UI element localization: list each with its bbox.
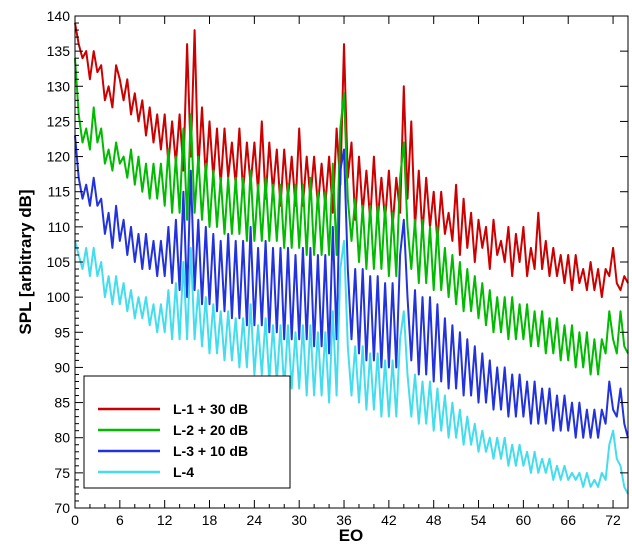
y-tick-label: 90 <box>54 359 70 375</box>
x-tick-label: 30 <box>291 512 307 528</box>
legend-label: L-4 <box>173 464 194 480</box>
legend-label: L-1 + 30 dB <box>173 401 248 417</box>
legend-box <box>83 375 291 489</box>
x-tick-label: 24 <box>247 512 263 528</box>
y-tick-label: 135 <box>47 43 71 59</box>
y-tick-label: 105 <box>47 254 71 270</box>
series-line-3 <box>74 135 629 439</box>
x-tick-label: 66 <box>560 512 576 528</box>
y-tick-label: 85 <box>54 395 70 411</box>
y-tick-label: 120 <box>47 149 71 165</box>
series-line-1 <box>74 22 629 299</box>
y-tick-label: 125 <box>47 113 71 129</box>
y-tick-label: 110 <box>48 219 71 235</box>
y-axis-title: SPL [arbitrary dB] <box>16 189 35 334</box>
y-tick-label: 100 <box>47 289 71 305</box>
x-tick-label: 6 <box>116 512 124 528</box>
x-tick-label: 36 <box>336 512 352 528</box>
series-line-4 <box>74 239 629 495</box>
x-tick-label: 72 <box>605 512 621 528</box>
y-tick-label: 115 <box>48 184 71 200</box>
y-tick-label: 95 <box>54 324 70 340</box>
x-axis-title: EO <box>339 526 364 545</box>
x-tick-label: 48 <box>426 512 442 528</box>
x-tick-label: 18 <box>202 512 218 528</box>
y-tick-label: 75 <box>54 465 70 481</box>
legend-label: L-2 + 20 dB <box>173 422 248 438</box>
x-tick-label: 60 <box>516 512 532 528</box>
legend: L-1 + 30 dB L-2 + 20 dB L-3 + 10 dB L-4 <box>83 375 291 489</box>
y-tick-label: 80 <box>54 430 70 446</box>
y-tick-label: 140 <box>47 8 71 24</box>
x-tick-label: 0 <box>71 512 79 528</box>
legend-label: L-3 + 10 dB <box>173 443 248 459</box>
y-tick-label: 130 <box>47 78 71 94</box>
axes-layer: 0 6 12 18 24 30 36 42 48 54 60 66 72 70 75 80 85 90 95 100 1… <box>47 8 629 528</box>
y-tick-label: 70 <box>54 500 70 516</box>
series-layer <box>74 22 629 495</box>
x-tick-label: 12 <box>157 512 173 528</box>
x-tick-label: 42 <box>381 512 397 528</box>
series-line-2 <box>74 58 629 376</box>
x-tick-label: 54 <box>471 512 487 528</box>
